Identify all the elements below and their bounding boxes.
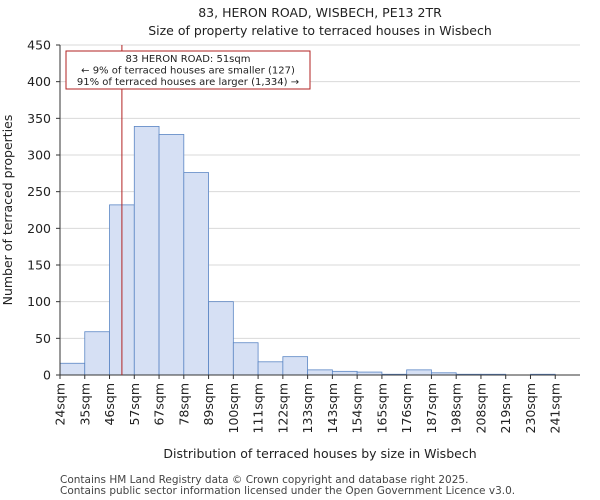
- histogram-bar: [307, 369, 333, 376]
- x-tick-label: 78sqm: [176, 383, 191, 426]
- histogram-bar: [257, 361, 284, 376]
- x-tick-label: 24sqm: [53, 383, 68, 426]
- histogram-bar: [208, 301, 234, 376]
- chart-subtitle: Size of property relative to terraced ho…: [148, 23, 492, 38]
- y-tick-label: 400: [27, 74, 51, 89]
- y-tick-label: 50: [35, 331, 51, 346]
- x-tick-label: 187sqm: [424, 383, 439, 433]
- histogram-bar: [183, 172, 209, 376]
- x-tick-label: 154sqm: [350, 383, 365, 433]
- histogram-bar: [406, 369, 432, 376]
- footer-licence: Contains public sector information licen…: [60, 485, 516, 497]
- y-axis-label: Number of terraced properties: [0, 115, 15, 306]
- y-tick-label: 0: [43, 368, 51, 383]
- x-tick-label: 46sqm: [102, 383, 117, 426]
- x-tick-label: 57sqm: [127, 383, 142, 426]
- x-tick-label: 89sqm: [201, 383, 216, 426]
- x-axis-label: Distribution of terraced houses by size …: [163, 446, 476, 461]
- x-tick-label: 241sqm: [548, 383, 563, 433]
- histogram-chart: 83, HERON ROAD, WISBECH, PE13 2TR Size o…: [0, 5, 580, 461]
- chart-title: 83, HERON ROAD, WISBECH, PE13 2TR: [198, 5, 442, 20]
- histogram-bar: [331, 370, 358, 376]
- histogram-bar: [59, 362, 86, 376]
- x-tick-label: 165sqm: [374, 383, 389, 433]
- annotation-box: [65, 50, 311, 90]
- x-tick-label: 176sqm: [399, 383, 414, 433]
- x-tick-label: 198sqm: [449, 383, 464, 433]
- histogram-bar: [232, 342, 259, 376]
- x-tick-label: 230sqm: [523, 383, 538, 433]
- x-tick-label: 133sqm: [300, 383, 315, 433]
- x-tick-label: 219sqm: [498, 383, 513, 433]
- y-tick-label: 150: [27, 258, 51, 273]
- x-tick-label: 111sqm: [251, 383, 266, 433]
- x-tick-label: 67sqm: [152, 383, 167, 426]
- y-tick-label: 350: [27, 111, 51, 126]
- annotation-line: 83 HERON ROAD: 51sqm: [126, 54, 251, 65]
- x-tick-label: 100sqm: [226, 383, 241, 433]
- y-tick-label: 450: [27, 38, 51, 53]
- footer-copyright: Contains HM Land Registry data © Crown c…: [60, 474, 469, 486]
- y-tick-label: 200: [27, 221, 51, 236]
- histogram-bar: [282, 356, 309, 376]
- x-tick-label: 122sqm: [275, 383, 290, 433]
- x-tick-label: 35sqm: [77, 383, 92, 426]
- histogram-bar: [84, 331, 110, 376]
- y-tick-label: 100: [27, 294, 51, 309]
- x-tick-label: 208sqm: [473, 383, 488, 433]
- x-tick-label: 143sqm: [325, 383, 340, 433]
- histogram-bar: [133, 126, 160, 376]
- annotation-line: ← 9% of terraced houses are smaller (127…: [81, 66, 295, 77]
- annotation-line: 91% of terraced houses are larger (1,334…: [77, 77, 299, 88]
- histogram-bar: [158, 134, 185, 376]
- y-tick-label: 250: [27, 184, 51, 199]
- y-tick-label: 300: [27, 148, 51, 163]
